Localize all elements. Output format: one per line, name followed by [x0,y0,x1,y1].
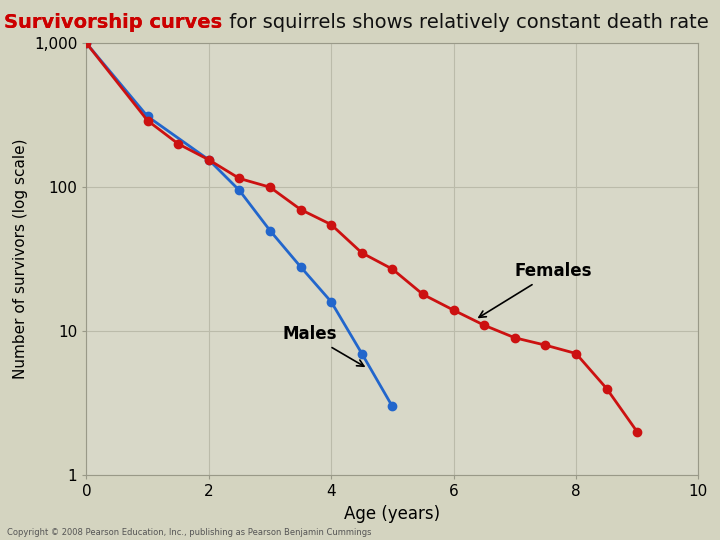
Text: Survivorship curves: Survivorship curves [4,14,222,32]
Text: Copyright © 2008 Pearson Education, Inc., publishing as Pearson Benjamin Cumming: Copyright © 2008 Pearson Education, Inc.… [7,528,372,537]
Text: Survivorship curves: Survivorship curves [4,14,222,32]
Text: for squirrels shows relatively constant death rate: for squirrels shows relatively constant … [223,14,709,32]
Y-axis label: Number of survivors (log scale): Number of survivors (log scale) [14,139,29,380]
X-axis label: Age (years): Age (years) [344,505,441,523]
Text: Males: Males [282,326,364,366]
Text: Females: Females [479,262,593,318]
